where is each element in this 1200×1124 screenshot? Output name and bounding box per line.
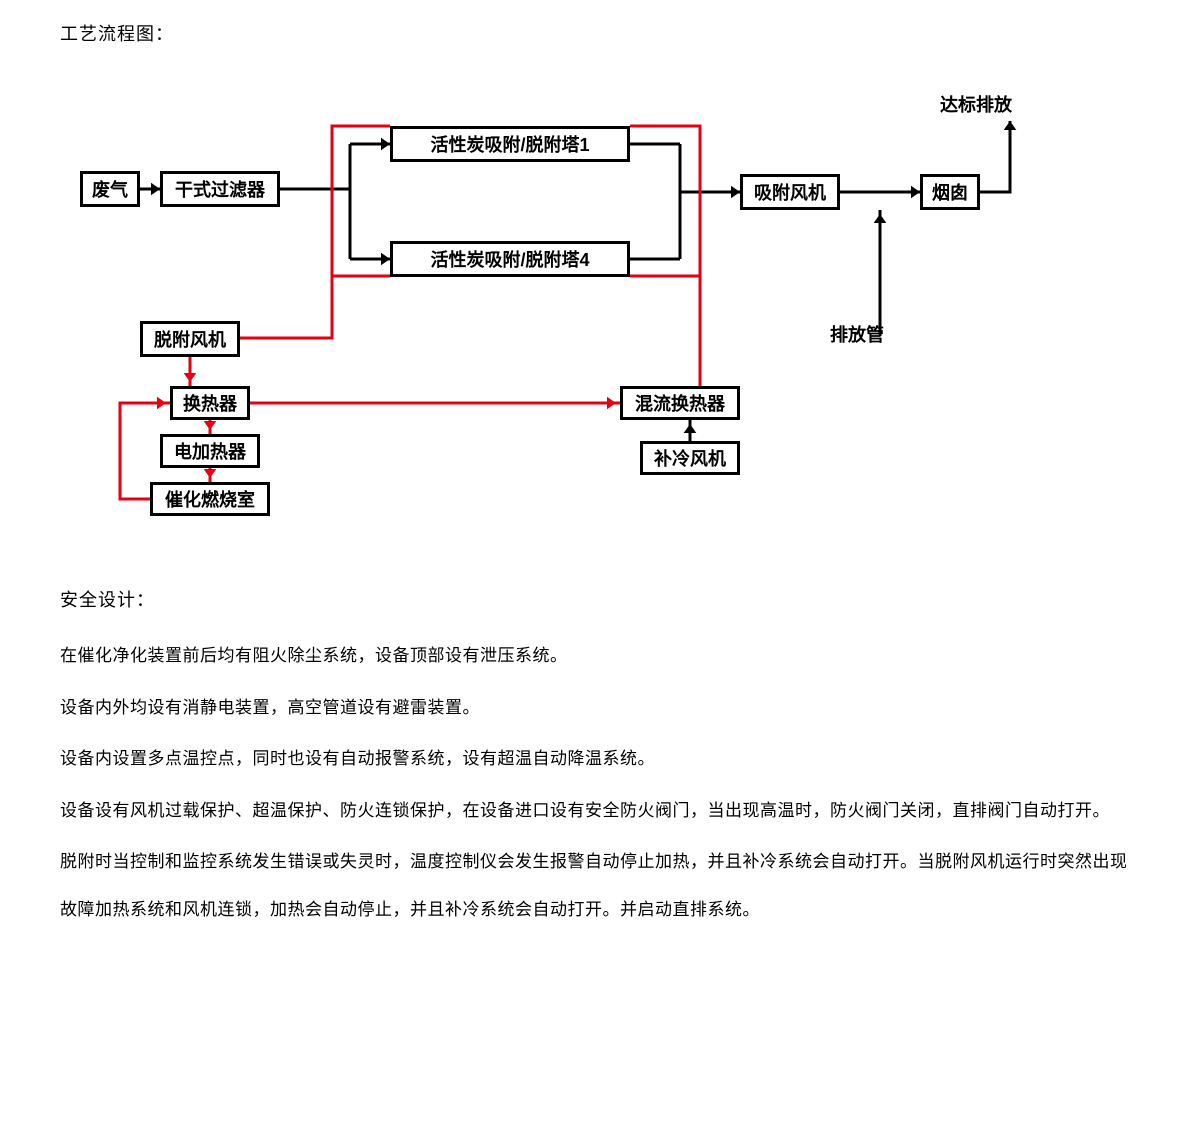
safety-para-0: 在催化净化装置前后均有阻火除尘系统，设备顶部设有泄压系统。	[60, 632, 1140, 680]
node-electric_heater: 电加热器	[160, 434, 260, 468]
safety-para-1: 设备内外均设有消静电装置，高空管道设有避雷装置。	[60, 684, 1140, 732]
flow-diagram: 废气干式过滤器 活性炭吸附/脱附塔1 活性炭吸附/脱附塔4 吸附风机 烟囱脱附风机换热器…	[60, 66, 1060, 546]
node-desorb_fan: 脱附风机	[140, 321, 240, 357]
node-dry_filter: 干式过滤器	[160, 171, 280, 207]
node-adsorb_fan: 吸附风机	[740, 174, 840, 210]
safety-para-2: 设备内设置多点温控点，同时也设有自动报警系统，设有超温自动降温系统。	[60, 735, 1140, 783]
safety-title: 安全设计：	[60, 586, 1140, 612]
node-cool_fan: 补冷风机	[640, 441, 740, 475]
label-discharge_pipe: 排放管	[830, 321, 884, 347]
label-emission_std: 达标排放	[940, 91, 1012, 117]
safety-para-4: 脱附时当控制和监控系统发生错误或失灵时，温度控制仪会发生报警自动停止加热，并且补…	[60, 838, 1140, 933]
node-tower1: 活性炭吸附/脱附塔1	[390, 126, 630, 162]
flow-title: 工艺流程图：	[60, 20, 1140, 46]
safety-text: 在催化净化装置前后均有阻火除尘系统，设备顶部设有泄压系统。设备内外均设有消静电装…	[60, 632, 1140, 934]
node-tower4: 活性炭吸附/脱附塔4	[390, 241, 630, 277]
node-chimney: 烟囱	[920, 174, 980, 210]
node-catalytic: 催化燃烧室	[150, 482, 270, 516]
safety-para-3: 设备设有风机过载保护、超温保护、防火连锁保护，在设备进口设有安全防火阀门，当出现…	[60, 787, 1140, 835]
node-heat_exchanger: 换热器	[170, 386, 250, 420]
node-mix_exchanger: 混流换热器	[620, 386, 740, 420]
node-waste_gas: 废气	[80, 171, 140, 207]
